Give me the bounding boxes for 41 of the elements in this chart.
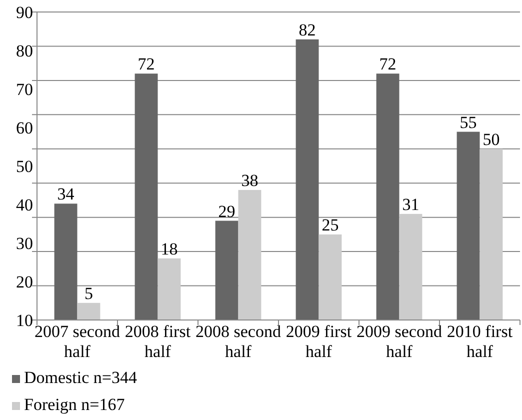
bar xyxy=(376,74,400,320)
data-label: 25 xyxy=(322,215,339,234)
data-label: 29 xyxy=(218,202,236,221)
bar xyxy=(134,74,158,320)
bar xyxy=(54,204,78,320)
data-label: 72 xyxy=(138,54,155,74)
legend-label: Domestic n=344 xyxy=(24,368,138,387)
data-label: 5 xyxy=(84,284,93,303)
x-tick-label: 2009 second half xyxy=(356,322,442,361)
data-label: 72 xyxy=(379,54,396,74)
bar xyxy=(77,302,100,320)
annotation: 50 xyxy=(16,156,33,176)
bar xyxy=(480,148,503,320)
x-tick-label: 2008 first half xyxy=(124,322,191,361)
annotation: 40 xyxy=(16,195,33,214)
bar xyxy=(456,132,480,320)
data-label: 82 xyxy=(298,20,316,40)
data-label: 55 xyxy=(460,112,477,132)
x-tick-label: 2009 first half xyxy=(286,322,352,361)
data-label: 31 xyxy=(402,194,420,214)
bar xyxy=(296,39,319,320)
data-label: 18 xyxy=(160,239,178,258)
annotation: 10 xyxy=(16,310,33,330)
bar xyxy=(399,214,422,320)
annotation: 70 xyxy=(16,80,33,99)
x-tick-label: 2010 first half xyxy=(446,322,513,361)
data-label: 38 xyxy=(241,170,258,190)
bar xyxy=(318,234,342,320)
annotation: 80 xyxy=(16,41,33,60)
annotation: 20 xyxy=(16,272,33,292)
legend-label: Foreign n=167 xyxy=(24,395,126,414)
data-label: 50 xyxy=(482,130,500,149)
x-tick-label: 2007 second half xyxy=(34,322,120,361)
data-label: 34 xyxy=(57,184,75,204)
annotation: 60 xyxy=(16,118,33,138)
bar xyxy=(215,220,238,320)
bar xyxy=(238,190,262,320)
bar xyxy=(158,258,181,320)
annotation: 30 xyxy=(16,234,33,253)
x-tick-label: 2008 second half xyxy=(196,322,282,361)
annotation: 90 xyxy=(16,2,33,22)
